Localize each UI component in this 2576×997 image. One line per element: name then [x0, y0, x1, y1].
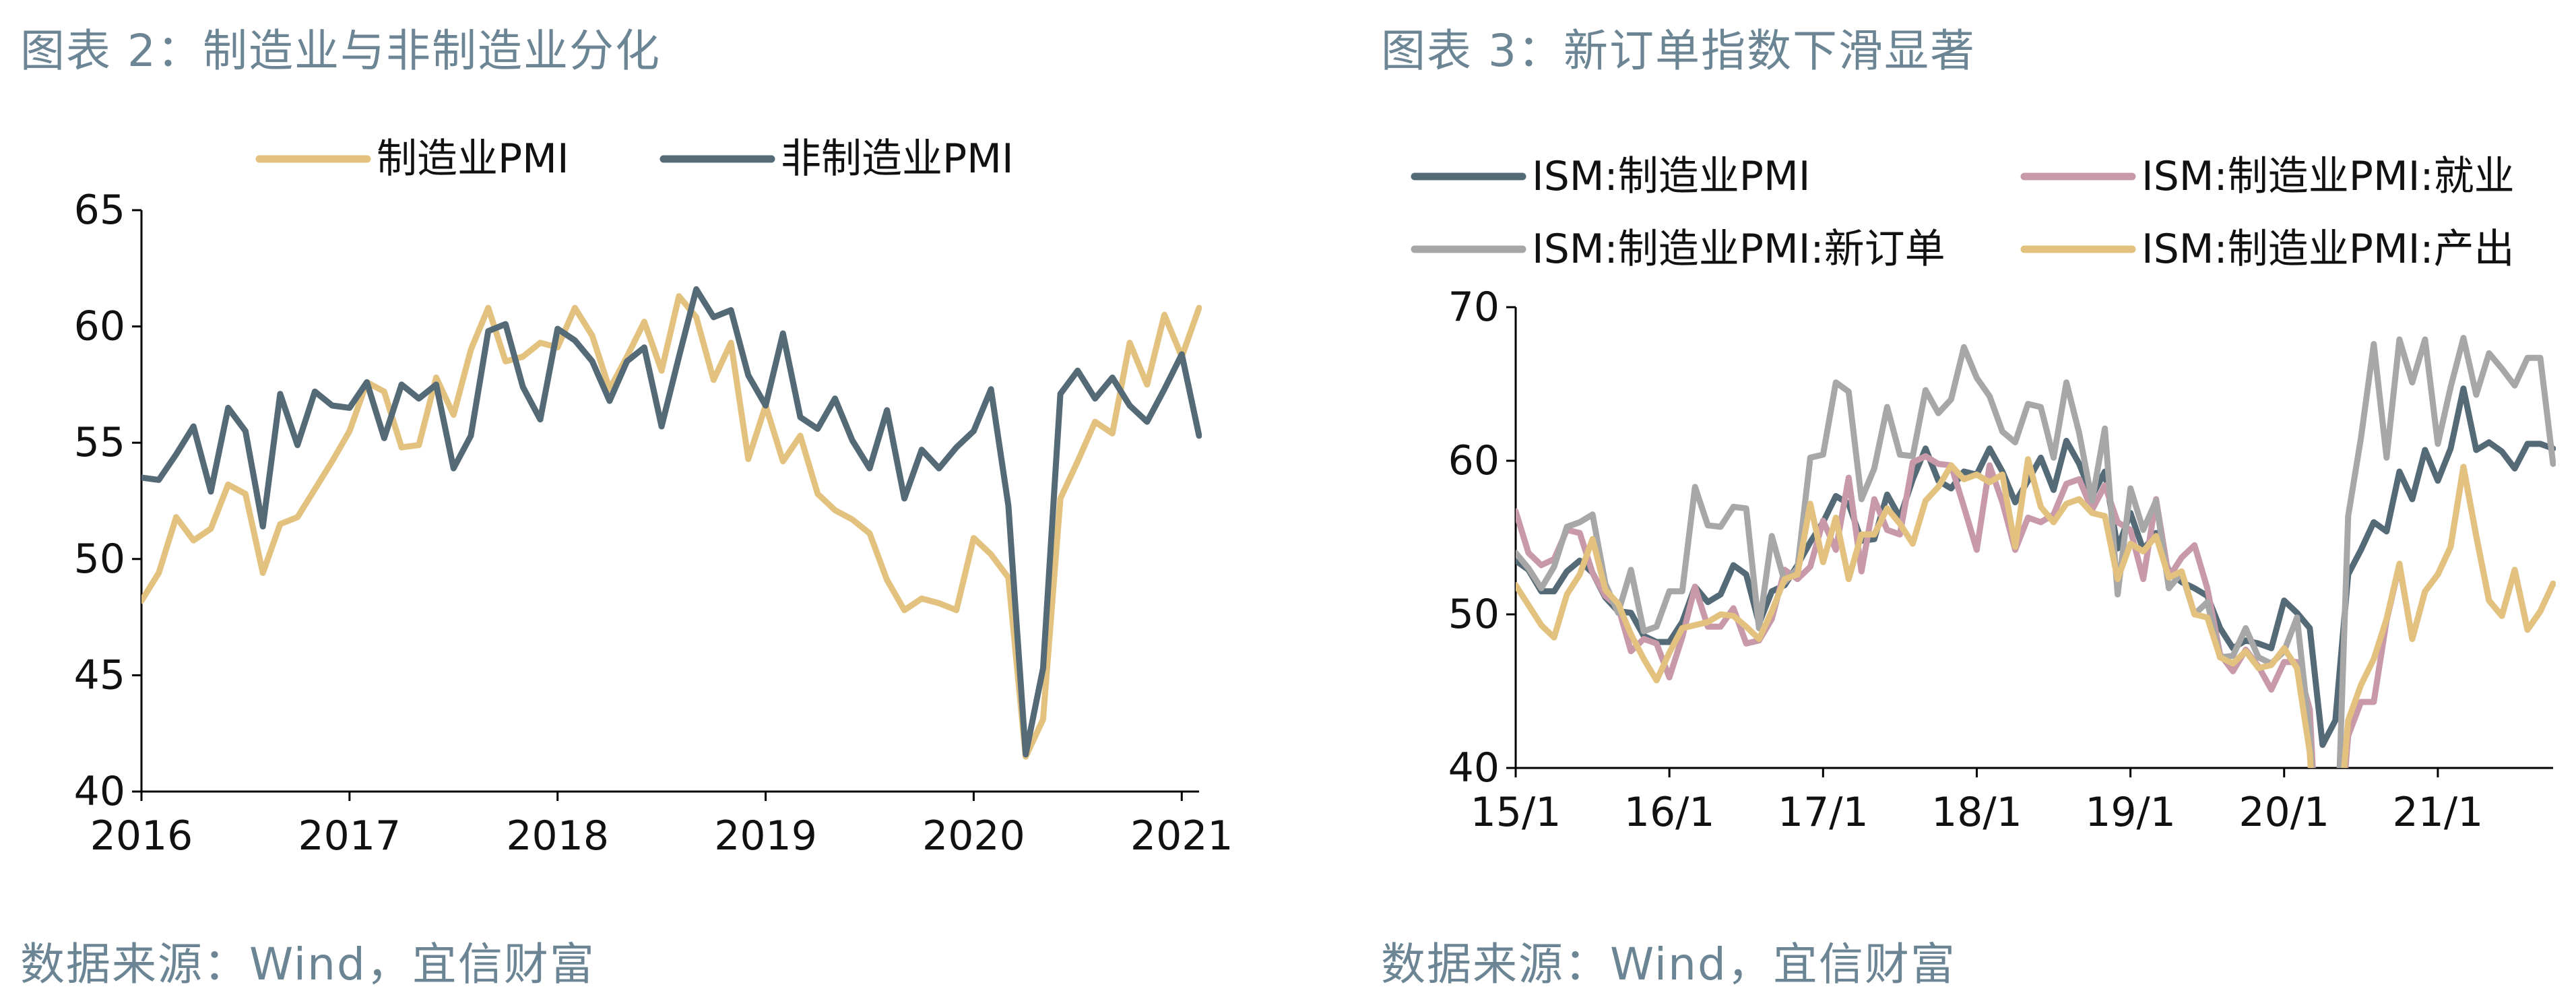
y-tick-label: 70 [1448, 284, 1500, 331]
chart-ism-subindices: 40 50 60 70 15/1 16/1 17/1 18/1 19/1 20/1 21/1 ISM:… [1411, 153, 2556, 836]
x-tick-label: 20/1 [2239, 789, 2329, 836]
y-tick-label: 50 [1448, 591, 1500, 638]
y-tick-label: 50 [74, 536, 125, 583]
x-tick-label: 2017 [298, 812, 401, 860]
x-tick-label: 2018 [506, 812, 609, 860]
legend-item: ISM:制造业PMI [1411, 153, 1810, 200]
x-tick-label: 2021 [1130, 812, 1233, 860]
x-tick-label: 18/1 [1931, 789, 2022, 836]
series-line [1516, 456, 2556, 768]
legend-item: 制造业PMI [255, 135, 569, 183]
x-tick-label: 17/1 [1778, 789, 1869, 836]
legend-label: 制造业PMI [377, 135, 569, 183]
figure-left: 图表 2：制造业与非制造业分化 40 45 50 55 60 65 2016 2017 2018… [0, 0, 1280, 997]
figure-source: 数据来源：Wind，宜信财富 [1381, 938, 1956, 990]
legend-label: ISM:制造业PMI:就业 [2142, 153, 2515, 200]
series-line [141, 286, 1202, 758]
x-tick-label: 16/1 [1624, 789, 1715, 836]
chart-manufacturing-vs-nonmanufacturing: 40 45 50 55 60 65 2016 2017 2018 2019 2020 2021 制造业P… [74, 135, 1233, 860]
series-group [1516, 335, 2556, 768]
series-line [1516, 453, 2556, 768]
figure-right: 图表 3：新订单指数下滑显著 40 50 60 70 15/1 16/1 17/1 18/1 1… [1361, 0, 2576, 997]
y-tick-label: 60 [74, 303, 125, 350]
legend-item: ISM:制造业PMI:就业 [2020, 153, 2515, 200]
x-tick-label: 2019 [714, 812, 817, 860]
x-tick-label: 15/1 [1471, 789, 1561, 836]
x-tick-label: 2016 [90, 812, 193, 860]
figure-title: 图表 3：新订单指数下滑显著 [1381, 25, 1976, 77]
series-line [1516, 335, 2556, 768]
legend-label: ISM:制造业PMI [1532, 153, 1810, 200]
legend-label: ISM:制造业PMI:产出 [2142, 226, 2515, 273]
y-tick-label: 40 [74, 768, 125, 815]
legend-label: ISM:制造业PMI:新订单 [1532, 226, 1945, 273]
y-tick-label: 65 [74, 187, 125, 234]
y-tick-label: 45 [74, 651, 125, 699]
x-tick-label: 19/1 [2085, 789, 2176, 836]
figure-title: 图表 2：制造业与非制造业分化 [20, 25, 661, 77]
x-tick-label: 2020 [922, 812, 1025, 860]
legend-label: 非制造业PMI [781, 135, 1014, 183]
legend-item: ISM:制造业PMI:新订单 [1411, 226, 1945, 273]
legend-item: ISM:制造业PMI:产出 [2020, 226, 2515, 273]
y-tick-label: 40 [1448, 744, 1500, 792]
x-tick-label: 21/1 [2393, 789, 2484, 836]
figure-source: 数据来源：Wind，宜信财富 [20, 938, 595, 990]
y-tick-label: 60 [1448, 437, 1500, 484]
series-group [141, 286, 1202, 760]
y-tick-label: 55 [74, 419, 125, 466]
legend-item: 非制造业PMI [659, 135, 1014, 183]
